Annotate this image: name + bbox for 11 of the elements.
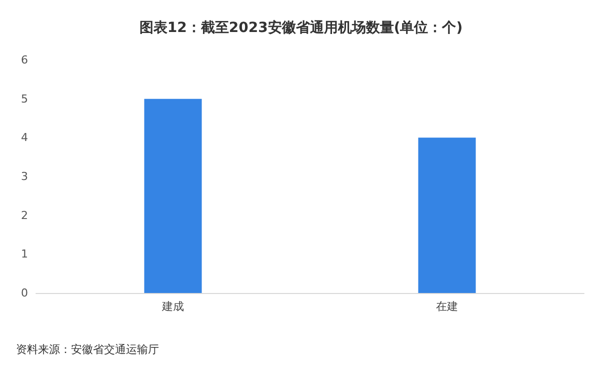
y-tick-label: 0 [21,286,28,300]
x-tick-label: 在建 [436,300,458,313]
y-tick-label: 6 [21,54,28,66]
y-tick-label: 4 [21,131,28,144]
y-tick-label: 1 [21,248,28,261]
y-tick-label: 3 [21,170,28,183]
y-tick-label: 2 [21,208,28,222]
x-tick-label: 建成 [161,300,184,313]
text: 资料来源：安徽省交通运输厅 [16,343,159,356]
y-tick-label: 5 [21,92,28,106]
chart-title: 图表12：截至2023安徽省通用机场数量(单位：个) [139,19,463,36]
